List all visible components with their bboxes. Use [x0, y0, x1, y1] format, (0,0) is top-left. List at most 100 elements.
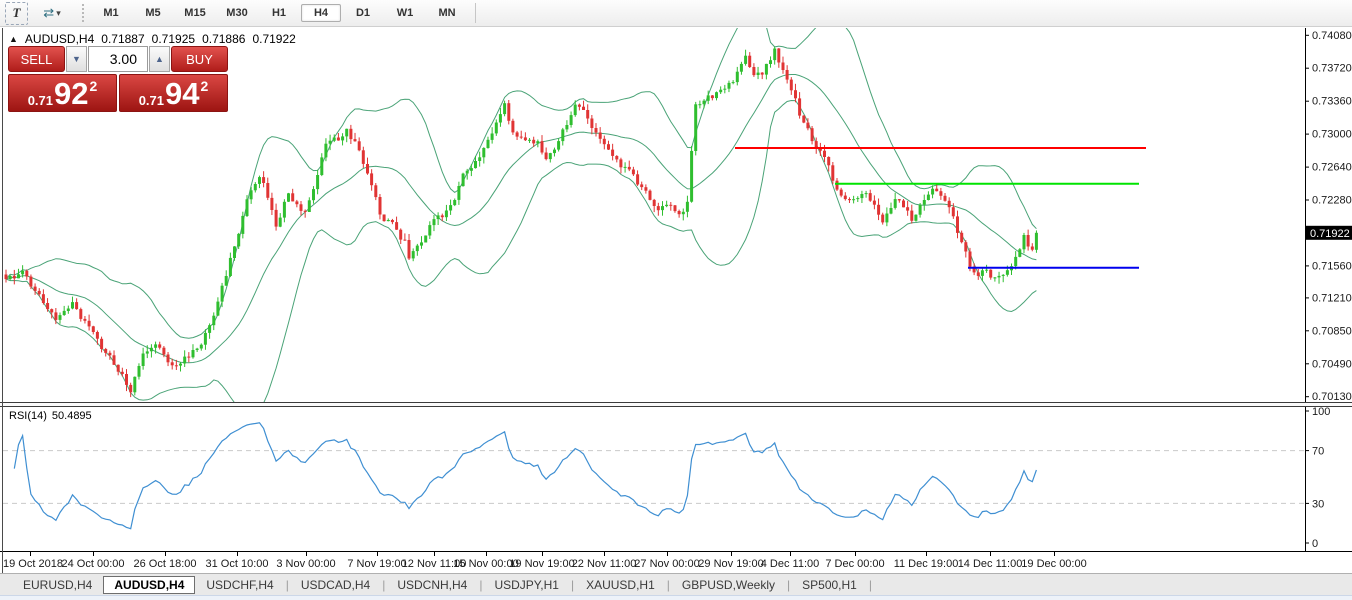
candle-body [914, 214, 918, 221]
candle-body [295, 201, 299, 205]
sell-button[interactable]: SELL [8, 46, 65, 72]
timeframe-button-m30[interactable]: M30 [226, 7, 248, 19]
chart-tab-xauusd-h1[interactable]: XAUUSD,H1 [586, 577, 655, 592]
candle-body [87, 320, 91, 327]
timeframe-button-m1[interactable]: M1 [103, 7, 119, 19]
candle-body [291, 193, 295, 202]
chart-tab-gbpusd-weekly[interactable]: GBPUSD,Weekly [681, 577, 776, 592]
timeframe-button-d1[interactable]: D1 [355, 7, 371, 19]
chart-tab-eurusd-h4[interactable]: EURUSD,H4 [23, 577, 93, 592]
chart-tab-sp500-h1[interactable]: SP500,H1 [802, 577, 857, 592]
candle-body [897, 199, 901, 201]
candle-body [872, 200, 876, 205]
candle-body [361, 150, 365, 164]
candle-body [324, 143, 328, 158]
chart-tab-audusd-h4[interactable]: AUDUSD,H4 [103, 575, 196, 594]
timeframe-button-h1[interactable]: H1 [271, 7, 287, 19]
candle-body [149, 347, 153, 352]
candle-body [332, 137, 336, 141]
one-click-panel-toggle-icon[interactable]: ▲ [9, 34, 18, 44]
candle-body [752, 67, 756, 76]
candle-body [241, 215, 245, 234]
candle-body [582, 106, 585, 110]
bollinger-upper-band [5, 28, 1037, 339]
candle-body [91, 326, 95, 332]
price-axis-label: 0.71560 [1312, 260, 1352, 272]
volume-decrease-button[interactable]: ▼ [66, 46, 87, 72]
price-axis-label: 0.73360 [1312, 96, 1352, 108]
toolbar-drag-handle[interactable] [80, 4, 85, 22]
date-axis-tick [926, 552, 927, 556]
candle-body [66, 308, 70, 311]
candle-body [893, 199, 897, 208]
candle-body [980, 270, 984, 276]
candle-body [710, 95, 714, 99]
date-axis-label: 27 Nov 00:00 [634, 558, 700, 570]
current-price-badge-text: 0.71922 [1310, 228, 1350, 240]
chart-tab-usdchf-h4[interactable]: USDCHF,H4 [206, 577, 274, 592]
candle-body [465, 170, 469, 174]
candle-body [810, 128, 814, 142]
timeframe-button-m15[interactable]: M15 [184, 7, 206, 19]
candle-body [179, 363, 182, 366]
sell-price-pipette: 2 [89, 78, 98, 94]
date-axis-tick [542, 552, 543, 556]
candle-body [852, 199, 856, 201]
buy-button[interactable]: BUY [171, 46, 228, 72]
candle-body [366, 164, 369, 174]
timeframe-button-mn[interactable]: MN [438, 7, 456, 19]
candle-body [403, 239, 407, 241]
candle-body [341, 136, 345, 141]
pane-splitter[interactable] [0, 402, 1352, 407]
ohlc-low: 0.71886 [202, 32, 246, 46]
candle-body [278, 217, 282, 227]
sell-price-big: 92 [54, 76, 89, 112]
indicators-tool-button[interactable]: ⇄ ▾ [34, 2, 70, 25]
candle-body [112, 355, 116, 365]
sell-price-prefix: 0.71 [27, 93, 54, 108]
sell-price-display[interactable]: 0.71 92 2 [8, 74, 117, 112]
candle-body [515, 132, 519, 137]
candle-body [698, 104, 702, 106]
timeframe-button-w1[interactable]: W1 [396, 7, 414, 19]
candle-body [498, 114, 502, 123]
candle-body [449, 205, 453, 211]
timeframe-button-m5[interactable]: M5 [145, 7, 161, 19]
candle-body [17, 274, 20, 279]
volume-increase-button[interactable]: ▲ [149, 46, 170, 72]
volume-input[interactable]: 3.00 [88, 46, 148, 72]
candle-body [769, 60, 772, 64]
candle-body [677, 211, 681, 215]
candle-body [756, 72, 760, 75]
price-axis-label: 0.70850 [1312, 325, 1352, 337]
current-price-badge [1306, 225, 1352, 240]
candle-body [856, 198, 860, 200]
candlestick-chart[interactable]: 0.74080 0.73720 0.73360 0.73000 0.72640 0.722… [0, 28, 1352, 402]
candle-body [50, 309, 54, 313]
candle-body [536, 141, 540, 144]
candle-body [906, 207, 910, 211]
timeframe-button-h4[interactable]: H4 [301, 4, 341, 22]
chart-tab-usdjpy-h1[interactable]: USDJPY,H1 [494, 577, 559, 592]
candle-body [835, 180, 839, 190]
candle-body [602, 138, 606, 145]
status-bar-strip [0, 595, 1352, 600]
rsi-indicator-pane[interactable]: 100 70 30 0 RSI(14) 50.4895 [0, 407, 1352, 551]
candle-body [258, 177, 261, 184]
chart-tab-usdcnh-h4[interactable]: USDCNH,H4 [397, 577, 468, 592]
candle-body [868, 193, 872, 201]
buy-price-pipette: 2 [200, 78, 209, 94]
candle-body [739, 63, 743, 72]
candle-body [370, 173, 374, 186]
main-chart-pane[interactable]: 0.74080 0.73720 0.73360 0.73000 0.72640 0.722… [0, 28, 1352, 402]
rsi-label: RSI(14) 50.4895 [9, 410, 92, 422]
chart-tab-usdcad-h4[interactable]: USDCAD,H4 [300, 577, 371, 592]
rsi-axis-label: 30 [1312, 498, 1324, 510]
buy-price-display[interactable]: 0.71 94 2 [119, 74, 228, 112]
rsi-chart[interactable]: 100 70 30 0 [0, 407, 1352, 551]
candle-body [108, 352, 112, 356]
date-axis-label: 22 Nov 11:00 [571, 558, 637, 570]
candle-body [490, 133, 494, 140]
text-label-tool-icon[interactable]: T [5, 1, 28, 25]
candle-body [228, 257, 232, 276]
